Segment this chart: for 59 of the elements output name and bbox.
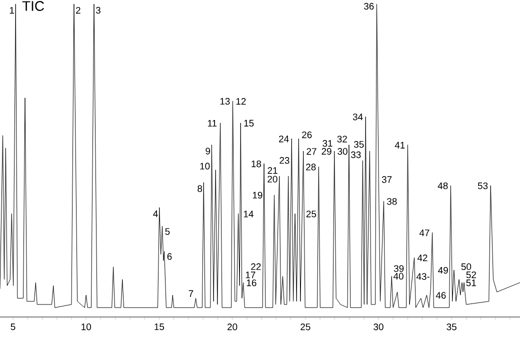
annotation: 23: [280, 157, 290, 164]
annotation: 11: [208, 120, 217, 127]
annotation: 20: [268, 176, 278, 183]
annotation: 30: [338, 148, 348, 155]
x-tick-label: 15: [154, 324, 164, 330]
annotation: 50: [461, 263, 472, 270]
annotation: 22: [251, 263, 261, 270]
annotation: 52: [466, 271, 476, 278]
annotation: 15: [244, 120, 254, 127]
annotation: 33: [350, 151, 361, 158]
annotation: 4: [153, 210, 158, 218]
annotation: 46: [436, 292, 446, 299]
annotation: 35: [354, 141, 364, 148]
annotation: 28: [306, 164, 316, 170]
annotation: 36: [364, 2, 374, 10]
annotation: 14: [244, 210, 254, 218]
annotation: 7: [188, 290, 194, 297]
annotation: 12: [236, 98, 246, 105]
annotation: 18: [252, 160, 262, 168]
annotation: 19: [252, 192, 262, 199]
annotation: 25: [306, 210, 316, 218]
annotation: 41: [394, 142, 405, 148]
annotation: 1: [10, 7, 14, 14]
annotation: 26: [302, 131, 312, 138]
annotation: 16: [246, 279, 256, 286]
x-tick-label: 25: [300, 324, 310, 330]
annotation: 9: [206, 148, 210, 154]
annotation: 17: [246, 272, 256, 278]
x-tick-label: 20: [228, 324, 238, 330]
annotation: 13: [220, 98, 230, 105]
annotation: 47: [419, 230, 430, 236]
annotation: 29: [322, 148, 332, 155]
annotation: 5: [165, 228, 170, 235]
annotation: 6: [167, 253, 172, 260]
annotation: 42: [417, 254, 428, 262]
annotation: 31: [322, 140, 332, 147]
chart-title: TIC: [22, 1, 44, 11]
annotation: 48: [438, 182, 448, 190]
annotation: 37: [382, 176, 392, 183]
annotation: 27: [306, 148, 316, 155]
annotation: 49: [438, 266, 448, 274]
annotation: 53: [478, 182, 488, 190]
x-tick-label: 10: [82, 324, 91, 330]
annotation: 2: [76, 6, 80, 14]
x-tick-label: 35: [446, 324, 456, 330]
annotation: 34: [352, 114, 363, 120]
annotation: 8: [198, 185, 202, 192]
x-tick-label: 30: [374, 324, 384, 330]
annotation: 51: [466, 280, 476, 286]
annotation: 43-: [416, 273, 430, 280]
annotation: 39: [394, 265, 404, 272]
annotation: 3: [96, 6, 100, 14]
annotation: 38: [387, 198, 397, 205]
x-tick-label: 5: [10, 324, 16, 330]
annotation: 21: [268, 167, 278, 174]
annotation: 40: [393, 272, 404, 280]
annotation: 10: [200, 162, 210, 170]
annotation: 32: [337, 136, 347, 142]
annotation: 24: [279, 136, 289, 142]
